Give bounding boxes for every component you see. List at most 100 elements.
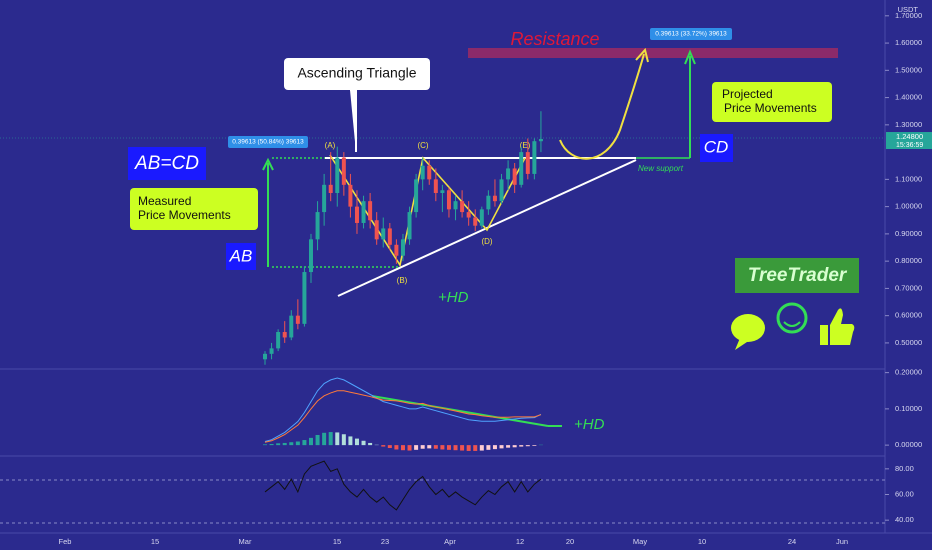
thumb-icon <box>830 308 855 345</box>
candle-body <box>374 220 379 240</box>
macd-bar <box>263 444 267 446</box>
x-tick-label: 12 <box>516 537 524 546</box>
candle-body <box>420 165 425 180</box>
point-label: (A) <box>325 141 336 150</box>
x-tick-label: Mar <box>239 537 252 546</box>
y-tick-label: 60.00 <box>895 489 914 498</box>
macd-bar <box>276 443 281 446</box>
candle-body <box>354 206 359 223</box>
macd-bar <box>387 445 392 449</box>
y-tick-label: 1.10000 <box>895 174 922 183</box>
projected-box <box>712 82 832 122</box>
macd-bar <box>361 440 366 446</box>
callout <box>284 58 430 90</box>
candle-body <box>368 201 373 221</box>
candle-body <box>486 195 491 210</box>
macd-bar <box>446 445 451 450</box>
macd-bar <box>460 445 465 451</box>
countdown: 15:36:59 <box>896 142 923 149</box>
x-tick-label: 24 <box>788 537 796 546</box>
macd-bar <box>486 445 491 450</box>
abcd-box <box>128 147 206 180</box>
candle-body <box>328 184 333 193</box>
hd-label: +HD <box>438 289 469 306</box>
candle-body <box>525 152 530 174</box>
y-tick-label: 1.70000 <box>895 11 922 20</box>
macd-bar <box>354 438 359 446</box>
projected-tag-text: 0.39613 (33.72%) 39613 <box>655 31 727 38</box>
candle-body <box>322 184 327 213</box>
macd-bar <box>433 445 438 449</box>
macd-bar <box>289 442 294 446</box>
projected-tag <box>650 28 732 40</box>
candle-body <box>387 228 392 245</box>
x-tick-label: 23 <box>381 537 389 546</box>
point-label: (C) <box>417 141 428 150</box>
smiley-icon <box>783 321 801 327</box>
y-tick-label: 0.60000 <box>895 311 922 320</box>
triangle-base <box>337 159 637 297</box>
candle-body <box>400 239 405 256</box>
macd-bar <box>499 445 504 449</box>
candle-body <box>460 201 465 213</box>
abcd-label: AB=CD <box>134 153 199 174</box>
candle-body <box>538 139 543 142</box>
x-tick-label: 15 <box>333 537 341 546</box>
candle-body <box>492 195 497 202</box>
measure-arrow <box>262 157 274 267</box>
candle-body <box>414 179 419 213</box>
projected-text: Price Movements <box>724 101 817 115</box>
point-label: (E) <box>520 141 531 150</box>
macd-bar <box>315 434 320 446</box>
candle-body <box>263 353 267 360</box>
macd-bar <box>420 445 425 449</box>
point-label: (D) <box>481 237 492 246</box>
x-tick-label: 15 <box>151 537 159 546</box>
macd-bar <box>440 445 445 450</box>
ab-box <box>226 243 256 270</box>
measure-tag-text: 0.39613 (50.84%) 39613 <box>232 139 304 146</box>
candle-body <box>473 217 478 226</box>
cd-label: CD <box>704 137 729 156</box>
speech-icon <box>731 314 765 342</box>
callout-pointer <box>350 89 357 152</box>
y-tick-label: 0.90000 <box>895 229 922 238</box>
resistance-label: Resistance <box>510 29 599 49</box>
y-tick-label: 0.50000 <box>895 338 922 347</box>
macd-bar <box>328 432 333 446</box>
macd-bar <box>269 444 274 446</box>
candle-body <box>466 212 471 218</box>
macd-bar <box>400 445 405 451</box>
macd-bar <box>512 445 517 448</box>
candle-body <box>302 272 307 324</box>
y-tick-label: 80.00 <box>895 464 914 473</box>
candle-body <box>446 190 451 210</box>
last-price: 1.24800 <box>896 132 923 141</box>
measured-text: Measured <box>138 194 191 208</box>
candle-body <box>506 168 511 180</box>
projection-curve <box>559 47 649 160</box>
macd-bar <box>368 442 373 446</box>
macd-bar <box>295 441 300 446</box>
point-label: (B) <box>397 276 408 285</box>
thumb-icon <box>820 325 828 345</box>
rsi-line <box>264 460 542 511</box>
macd-bar <box>407 445 412 451</box>
macd-bar <box>341 434 346 446</box>
x-tick-label: May <box>633 537 647 546</box>
divergence-line <box>371 395 549 427</box>
y-tick-label: 1.60000 <box>895 38 922 47</box>
macd-bar <box>302 440 307 446</box>
candle-body <box>479 209 484 226</box>
y-tick-label: 1.00000 <box>895 202 922 211</box>
speech-icon <box>735 338 750 350</box>
candle-body <box>295 315 300 324</box>
candle-body <box>276 332 281 349</box>
candle-body <box>453 201 458 210</box>
candle-body <box>394 244 399 256</box>
candle-body <box>348 184 353 207</box>
candle-body <box>289 315 294 338</box>
y-tick-label: 1.40000 <box>895 93 922 102</box>
candle-body <box>341 157 346 185</box>
x-tick-label: 20 <box>566 537 574 546</box>
